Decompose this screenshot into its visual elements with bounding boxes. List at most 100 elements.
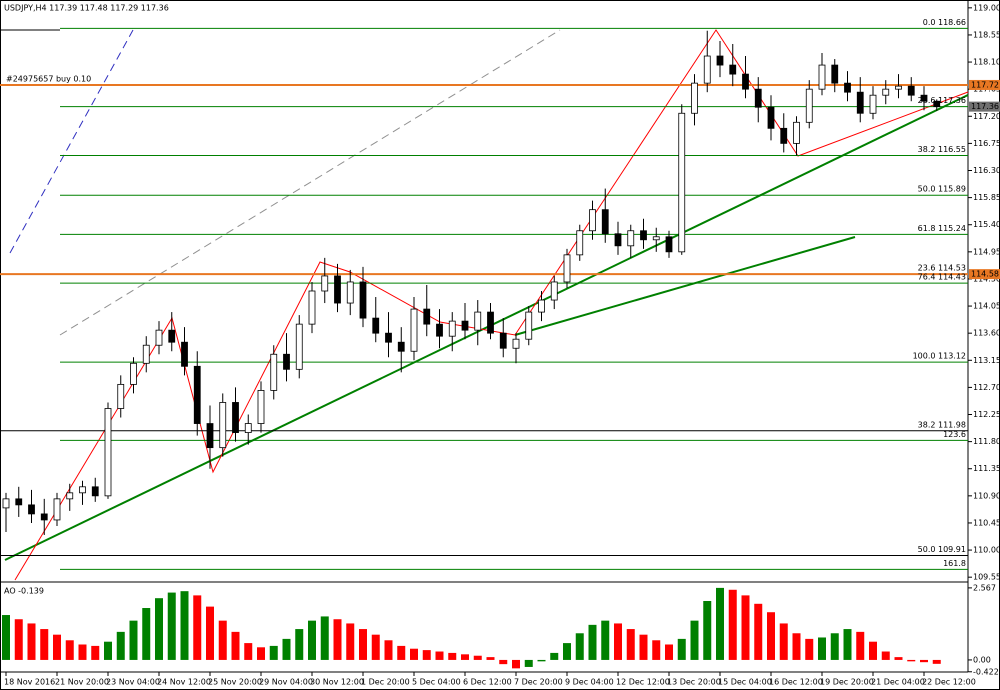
ao-bar bbox=[53, 634, 61, 660]
level-label: 38.2 116.55 bbox=[918, 145, 966, 154]
candle-body bbox=[920, 94, 928, 102]
candle-body bbox=[665, 236, 673, 253]
ao-bar bbox=[206, 606, 214, 660]
y-tick-label: 111.35 bbox=[973, 464, 1000, 473]
candle-body bbox=[856, 91, 864, 114]
candle-body bbox=[28, 504, 35, 515]
indicator-title: AO -0.139 bbox=[4, 587, 44, 596]
y-tick-label: -0.422 bbox=[973, 667, 999, 676]
candle-body bbox=[53, 498, 61, 521]
ao-bar bbox=[881, 651, 890, 660]
y-tick-label: 116.30 bbox=[973, 166, 1000, 175]
channel-line bbox=[9, 29, 134, 254]
candle-body bbox=[525, 311, 533, 340]
price-marker-label: 117.72 bbox=[971, 80, 999, 89]
ao-bar bbox=[410, 648, 418, 660]
y-tick-label: 114.05 bbox=[973, 302, 1000, 311]
y-tick-label: 118.10 bbox=[973, 58, 1000, 67]
price-marker-label: 117.36 bbox=[971, 102, 999, 111]
ao-bar bbox=[257, 647, 265, 660]
candle-body bbox=[907, 85, 915, 96]
candle-body bbox=[640, 230, 647, 241]
y-tick-label: 0.00 bbox=[973, 655, 991, 664]
ao-bar bbox=[142, 608, 151, 660]
candle-body bbox=[295, 323, 303, 370]
ao-bar bbox=[690, 620, 699, 660]
ao-bar bbox=[524, 659, 533, 667]
candle-body bbox=[308, 290, 316, 325]
level-label: 161.8 bbox=[943, 559, 966, 568]
ao-bar bbox=[333, 619, 342, 660]
chart-title: USDJPY,H4 117.39 117.48 117.29 117.36 bbox=[4, 4, 169, 13]
candle-body bbox=[130, 362, 137, 385]
ao-bar bbox=[626, 629, 635, 660]
y-tick-label: 116.75 bbox=[973, 139, 1000, 148]
ao-bar bbox=[346, 623, 355, 660]
ao-bar bbox=[779, 623, 788, 660]
candle-body bbox=[461, 320, 469, 331]
candle-body bbox=[346, 281, 354, 304]
ao-bar bbox=[932, 659, 941, 664]
y-tick-label: 109.55 bbox=[973, 573, 1000, 582]
x-tick-label: 19 Dec 20:00 bbox=[820, 678, 874, 687]
ao-bar bbox=[78, 644, 87, 660]
ao-bar bbox=[588, 624, 597, 660]
ao-bar bbox=[805, 638, 814, 660]
ao-bar bbox=[359, 629, 367, 660]
ao-bar bbox=[397, 645, 406, 660]
x-tick-label: 21 Dec 04:00 bbox=[871, 678, 925, 687]
candle-body bbox=[512, 338, 520, 349]
candle-body bbox=[206, 423, 214, 449]
x-tick-label: 9 Dec 04:00 bbox=[565, 678, 614, 687]
candle-body bbox=[601, 209, 609, 235]
candle-body bbox=[793, 121, 800, 144]
candle-body bbox=[652, 236, 660, 241]
ao-bar bbox=[308, 620, 316, 660]
ao-bar bbox=[65, 640, 74, 660]
level-label: 76.4 114.43 bbox=[918, 273, 966, 282]
candle-body bbox=[614, 233, 622, 247]
candle-body bbox=[321, 275, 329, 292]
candle-body bbox=[66, 492, 74, 500]
candle-body bbox=[474, 311, 482, 331]
ao-bar bbox=[639, 634, 648, 660]
ao-bar bbox=[320, 616, 329, 660]
candle-body bbox=[168, 329, 176, 343]
level-label: 50.0 115.89 bbox=[918, 185, 966, 194]
ao-bar bbox=[512, 659, 520, 669]
ao-bar bbox=[435, 651, 444, 660]
x-tick-label: 29 Nov 04:00 bbox=[259, 678, 313, 687]
ao-bar bbox=[155, 598, 163, 660]
candle-body bbox=[15, 498, 23, 506]
x-tick-label: 7 Dec 20:00 bbox=[514, 678, 563, 687]
candle-body bbox=[589, 209, 596, 232]
candle-body bbox=[2, 498, 10, 509]
ao-bar bbox=[716, 587, 724, 660]
trend-line bbox=[4, 94, 969, 561]
x-tick-label: 30 Nov 12:00 bbox=[310, 678, 364, 687]
candle-body bbox=[232, 402, 239, 433]
candle-body bbox=[193, 365, 201, 424]
candle-body bbox=[818, 64, 826, 90]
y-tick-label: 119.00 bbox=[973, 3, 1000, 12]
ao-bar bbox=[193, 595, 202, 660]
candle-body bbox=[397, 341, 405, 352]
candle-body bbox=[729, 64, 737, 75]
candle-body bbox=[678, 112, 686, 253]
x-tick-label: 25 Nov 20:00 bbox=[208, 678, 262, 687]
ao-bar bbox=[767, 612, 775, 660]
candle-body bbox=[703, 55, 711, 84]
candle-body bbox=[933, 100, 941, 108]
ao-bar bbox=[894, 657, 903, 660]
ao-bar bbox=[792, 633, 801, 660]
candle-body bbox=[257, 390, 265, 424]
level-label: #24975657 buy 0.10 bbox=[6, 74, 91, 83]
candle-body bbox=[91, 486, 99, 497]
channel-line bbox=[59, 29, 561, 336]
candle-body bbox=[410, 308, 418, 352]
x-tick-label: 16 Dec 12:00 bbox=[769, 678, 823, 687]
level-label: 50.0 109.91 bbox=[918, 545, 966, 554]
candle-body bbox=[499, 332, 507, 349]
ao-bar bbox=[244, 643, 253, 660]
ao-bar bbox=[856, 631, 865, 660]
